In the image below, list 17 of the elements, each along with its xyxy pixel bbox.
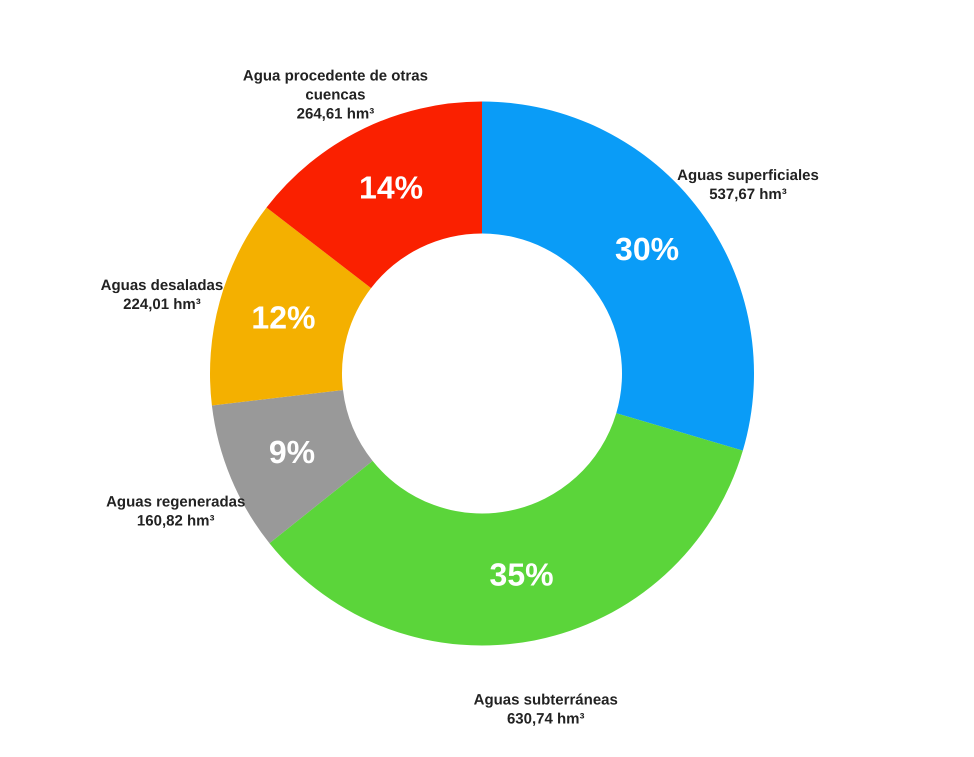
slice-label: Aguas superficiales	[677, 166, 819, 184]
text: 35%	[490, 556, 554, 593]
data-label: 264,61 hm³	[296, 106, 374, 123]
slice-label: Aguas desaladas	[100, 277, 224, 294]
text: 30%	[615, 231, 680, 268]
text: 9%	[268, 434, 316, 470]
donut-slice	[269, 413, 743, 646]
data-label: 630,74 hm³	[506, 710, 585, 728]
data-label: 537,67 hm³	[709, 186, 787, 203]
text: 14%	[359, 170, 424, 206]
slice-label: Aguas regeneradas	[106, 494, 246, 511]
slice-label: Aguas subterráneas	[474, 691, 618, 708]
donut-slice	[266, 102, 482, 288]
slice-label: Agua procedente de otras cuencas	[242, 68, 428, 104]
data-label: 224,01 hm³	[123, 296, 201, 314]
text: 12%	[251, 300, 316, 336]
data-label: 160,82 hm³	[136, 512, 214, 530]
